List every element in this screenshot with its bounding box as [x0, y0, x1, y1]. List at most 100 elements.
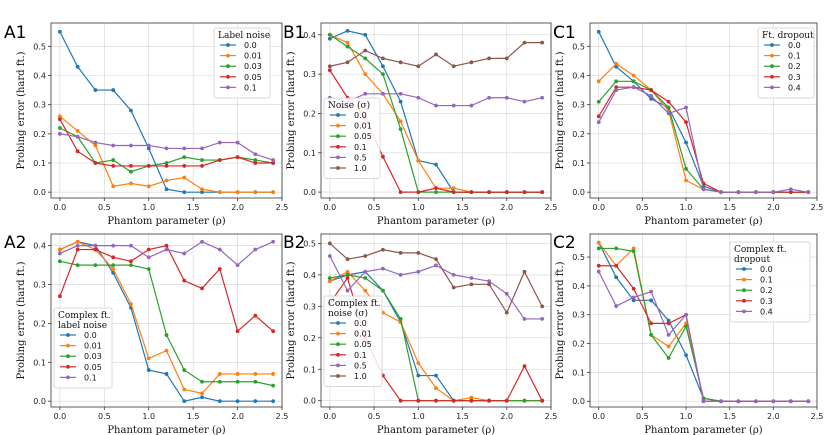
legend-entry: 0.05 — [244, 73, 262, 82]
data-point — [200, 286, 204, 291]
data-point — [434, 263, 438, 268]
y-tick-label: 0.1 — [572, 159, 585, 168]
data-point — [788, 190, 793, 195]
data-point — [164, 372, 169, 376]
data-point — [398, 398, 403, 403]
x-tick-label: 2.0 — [231, 412, 244, 421]
data-point — [200, 379, 204, 384]
plot-frame — [589, 233, 818, 408]
x-tick-label: 2.5 — [276, 412, 289, 421]
data-point — [271, 399, 276, 404]
plot-frame — [50, 22, 283, 199]
y-tick-label: 0.3 — [572, 311, 585, 320]
data-point — [416, 64, 421, 69]
data-point — [182, 399, 187, 404]
data-point — [164, 243, 169, 248]
data-point — [434, 373, 438, 378]
data-point — [631, 79, 636, 84]
legend-entry: 1.0 — [354, 372, 367, 381]
x-tick-label: 1.0 — [412, 412, 425, 421]
data-point — [200, 187, 204, 192]
data-point — [75, 247, 80, 252]
data-point — [253, 372, 258, 376]
y-tick-label: 0.4 — [33, 242, 46, 251]
y-tick-label: 0.0 — [33, 188, 46, 197]
data-point — [469, 190, 474, 195]
data-point — [684, 178, 688, 183]
legend-entry: 0.1 — [354, 143, 367, 152]
series-0-05 — [57, 117, 276, 168]
series-0-5 — [327, 254, 545, 321]
data-point — [93, 263, 98, 268]
legend-title: Complex ft. — [734, 245, 787, 255]
data-point — [253, 152, 258, 157]
data-point — [200, 158, 204, 162]
y-tick-label: 0.4 — [33, 72, 46, 81]
data-point — [327, 241, 332, 246]
x-tick-label: 0.5 — [636, 412, 649, 421]
legend-marker — [742, 267, 746, 271]
data-point — [200, 391, 204, 396]
y-tick-label: 0.4 — [572, 72, 585, 81]
data-point — [146, 184, 151, 189]
data-point — [93, 88, 98, 92]
data-point — [614, 275, 619, 280]
x-tick-label: 2.0 — [767, 203, 780, 212]
data-point — [753, 399, 758, 404]
data-point — [200, 146, 204, 151]
legend-box — [729, 241, 811, 323]
data-point — [217, 399, 222, 404]
data-point — [363, 56, 368, 61]
data-point — [57, 247, 62, 252]
data-point — [596, 29, 601, 34]
x-tick-label: 0.0 — [323, 412, 336, 421]
data-point — [57, 117, 62, 122]
data-point — [381, 288, 385, 293]
data-point — [93, 140, 98, 145]
legend-entry: 0.03 — [244, 62, 262, 71]
data-point — [57, 29, 62, 34]
data-point — [363, 288, 368, 293]
legend-entry: 0.3 — [760, 297, 773, 306]
legend-entry: 0.1 — [354, 351, 367, 360]
data-point — [164, 333, 169, 337]
data-point — [649, 321, 654, 326]
data-point — [596, 240, 601, 245]
data-point — [129, 181, 133, 186]
data-point — [719, 190, 723, 195]
data-point — [684, 312, 688, 317]
data-point — [111, 164, 116, 168]
y-tick-label: 0.0 — [303, 188, 316, 197]
data-point — [416, 373, 421, 378]
data-point — [363, 48, 368, 53]
data-point — [416, 158, 421, 163]
data-point — [217, 140, 222, 145]
data-point — [522, 269, 527, 274]
data-point — [235, 155, 240, 160]
data-point — [504, 398, 509, 403]
data-point — [614, 61, 619, 66]
data-point — [416, 269, 421, 274]
data-point — [363, 32, 368, 37]
data-point — [469, 398, 474, 403]
y-tick-label: 0.0 — [572, 397, 585, 406]
data-point — [93, 143, 98, 148]
series-line — [598, 86, 809, 193]
data-point — [217, 158, 222, 162]
y-tick-label: 0.5 — [33, 42, 46, 51]
legend-marker — [336, 134, 340, 139]
x-tick-label: 0.0 — [592, 412, 605, 421]
data-point — [253, 399, 258, 404]
y-tick-label: 0.4 — [572, 282, 585, 291]
series-0-1 — [57, 239, 276, 268]
y-tick-label: 0.2 — [33, 319, 46, 328]
data-point — [129, 108, 133, 113]
data-point — [596, 99, 601, 104]
data-point — [381, 154, 385, 159]
data-point — [666, 344, 671, 349]
data-point — [504, 95, 509, 100]
legend-entry: 0.1 — [760, 276, 773, 285]
data-point — [363, 269, 368, 274]
plot-frame — [320, 233, 552, 408]
data-point — [416, 190, 421, 195]
